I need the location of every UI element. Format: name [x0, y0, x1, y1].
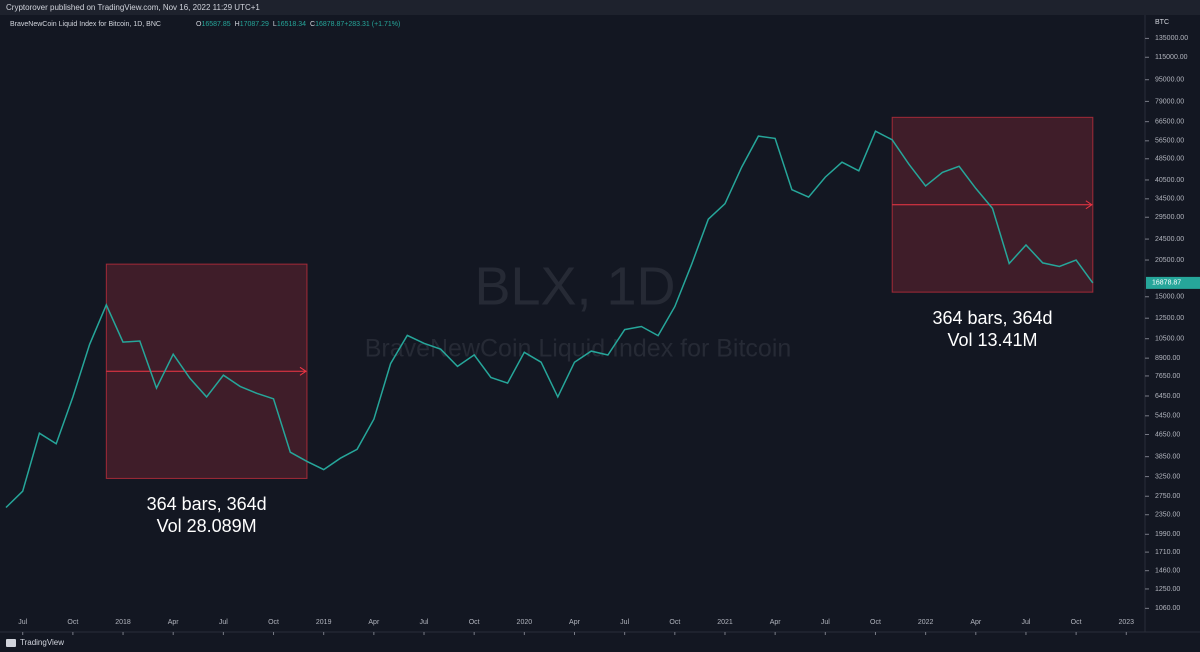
measure-arrowhead: [299, 366, 307, 376]
x-tick-label: Apr: [368, 619, 380, 626]
watermark: BLX, 1D: [474, 256, 675, 316]
x-tick-label: 2020: [517, 619, 533, 626]
x-tick-label: Oct: [1071, 619, 1082, 626]
y-tick-label: 66500.00: [1155, 119, 1184, 126]
measure-bars-label: 364 bars, 364d: [932, 308, 1052, 328]
y-tick-label: 56500.00: [1155, 138, 1184, 145]
x-tick-label: Oct: [669, 619, 680, 626]
brand: TradingView: [6, 638, 64, 647]
x-tick-label: Oct: [469, 619, 480, 626]
x-tick-label: 2023: [1118, 619, 1134, 626]
y-tick-label: 1710.00: [1155, 549, 1180, 556]
currency: BTC: [1155, 19, 1169, 26]
x-tick-label: 2018: [115, 619, 131, 626]
y-tick-label: 29500.00: [1155, 214, 1184, 221]
x-tick-label: 2019: [316, 619, 332, 626]
x-tick-label: Jul: [18, 619, 27, 626]
last-price-label: 16878.87: [1152, 280, 1181, 287]
ohlc-key: O: [196, 21, 202, 28]
y-tick-label: 24500.00: [1155, 236, 1184, 243]
y-tick-label: 20500.00: [1155, 257, 1184, 264]
y-tick-label: 2350.00: [1155, 512, 1180, 519]
y-tick-label: 15000.00: [1155, 294, 1184, 301]
y-tick-label: 6450.00: [1155, 393, 1180, 400]
brand-logo: [6, 639, 16, 647]
y-tick-label: 2750.00: [1155, 493, 1180, 500]
x-tick-label: Jul: [420, 619, 429, 626]
x-tick-label: Jul: [821, 619, 830, 626]
symbol-title: BraveNewCoin Liquid Index for Bitcoin, 1…: [10, 21, 161, 28]
measure-arrowhead: [1085, 200, 1093, 210]
publisher-text: Cryptorover published on TradingView.com…: [6, 3, 260, 12]
x-tick-label: Jul: [219, 619, 228, 626]
y-tick-label: 135000.00: [1155, 35, 1188, 42]
x-tick-label: 2021: [717, 619, 733, 626]
x-tick-label: Apr: [770, 619, 782, 626]
y-tick-label: 79000.00: [1155, 98, 1184, 105]
measure-volume-label: Vol 28.089M: [157, 516, 257, 536]
publish-bar: [0, 0, 1200, 15]
x-tick-label: Apr: [168, 619, 180, 626]
x-tick-label: Apr: [569, 619, 581, 626]
ohlc-value: 16518.34: [277, 21, 306, 28]
y-tick-label: 8900.00: [1155, 355, 1180, 362]
x-tick-label: Jul: [1021, 619, 1030, 626]
y-tick-label: 95000.00: [1155, 77, 1184, 84]
y-tick-label: 1060.00: [1155, 605, 1180, 612]
last-price-box: [1146, 276, 1200, 289]
y-tick-label: 7650.00: [1155, 373, 1180, 380]
y-tick-label: 40500.00: [1155, 177, 1184, 184]
ohlc-key: C: [310, 21, 315, 28]
y-tick-label: 10500.00: [1155, 336, 1184, 343]
watermark-subtitle: BraveNewCoin Liquid Index for Bitcoin: [365, 335, 792, 363]
x-tick-label: Oct: [870, 619, 881, 626]
y-tick-label: 4650.00: [1155, 431, 1180, 438]
x-tick-label: Apr: [970, 619, 982, 626]
y-tick-label: 3850.00: [1155, 454, 1180, 461]
brand-name: TradingView: [20, 638, 64, 647]
ohlc-value: 17087.29: [240, 21, 269, 28]
ohlc-legend: O16587.85 H17087.29 L16518.34 C16878.87+283…: [196, 21, 400, 28]
x-tick-label: Oct: [67, 619, 78, 626]
y-tick-label: 1250.00: [1155, 586, 1180, 593]
y-tick-label: 48500.00: [1155, 156, 1184, 163]
y-tick-label: 115000.00: [1155, 54, 1188, 61]
x-tick-label: Jul: [620, 619, 629, 626]
x-tick-label: Oct: [268, 619, 279, 626]
ohlc-value: +283.31 (+1.71%): [344, 21, 400, 28]
ohlc-key: H: [235, 21, 240, 28]
x-tick-label: 2022: [918, 619, 934, 626]
y-tick-label: 34500.00: [1155, 196, 1184, 203]
y-tick-label: 1990.00: [1155, 531, 1180, 538]
y-tick-label: 1460.00: [1155, 568, 1180, 575]
y-tick-label: 3250.00: [1155, 473, 1180, 480]
ohlc-value: 16878.87: [315, 21, 344, 28]
measure-volume-label: Vol 13.41M: [947, 330, 1037, 350]
measure-bars-label: 364 bars, 364d: [147, 494, 267, 514]
ohlc-value: 16587.85: [201, 21, 230, 28]
price-line: [5, 130, 1094, 509]
y-tick-label: 5450.00: [1155, 413, 1180, 420]
y-tick-label: 12500.00: [1155, 315, 1184, 322]
ohlc-key: L: [273, 21, 277, 28]
